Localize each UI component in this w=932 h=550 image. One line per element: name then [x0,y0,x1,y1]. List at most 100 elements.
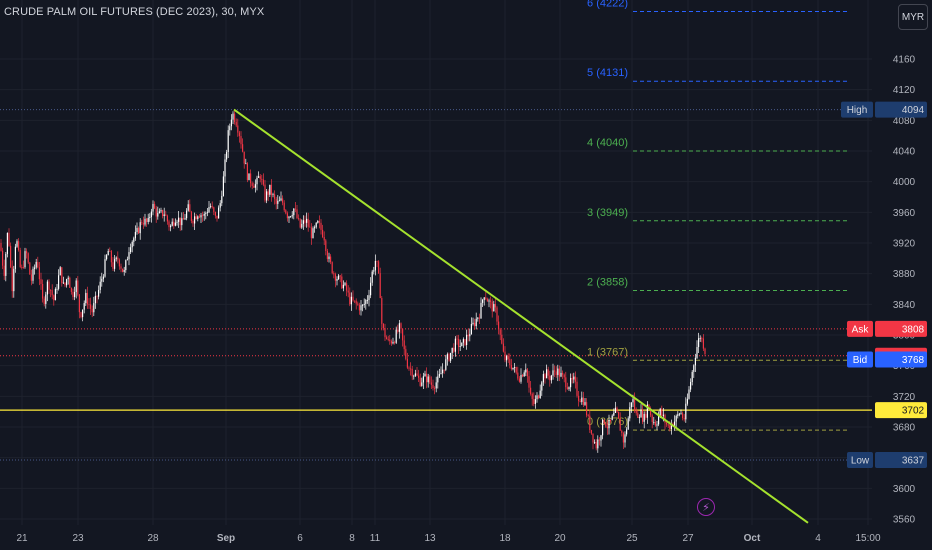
candle-body [254,184,256,188]
candle-body [157,213,159,217]
candle-body [42,283,44,299]
candle-body [678,413,680,415]
candle-body [91,308,93,313]
candle-body [603,419,605,424]
candle-body [128,252,130,260]
candle-body [502,343,504,352]
candle-body [698,338,700,348]
candle-body [528,376,530,388]
price-tick-label: 3840 [893,300,916,311]
price-axis[interactable] [872,0,932,525]
candle-body [429,376,431,383]
candle-body [438,374,440,377]
candle-body [306,218,308,223]
candle-body [178,217,180,222]
candle-body [573,376,575,380]
candle-body [238,132,240,137]
candle-body [574,376,576,382]
candle-body [214,211,216,216]
candle-body [230,119,232,127]
candle-body [611,415,613,420]
candle-body [10,245,12,267]
candle-body [264,184,266,201]
candle-body [155,208,157,217]
candle-body [394,342,396,343]
candle-body [443,369,445,371]
price-label-name-box [847,320,873,337]
candle-body [427,376,429,383]
candle-body [286,213,288,219]
candle-body [136,227,138,232]
candle-body [467,334,469,337]
candle-body [261,178,263,180]
candle-body [304,220,306,223]
time-tick-label: 28 [147,533,159,544]
candle-body [126,259,128,261]
candle-body [248,173,250,181]
candle-body [64,282,66,286]
candle-body [45,294,47,304]
candle-body [229,126,231,131]
price-tick-label: 4160 [893,55,916,66]
price-tick-label: 4120 [893,85,916,96]
candle-body [680,413,682,415]
candle-body [173,221,175,226]
candle-body [98,289,100,297]
candle-body [331,262,333,274]
candle-body [592,433,594,443]
candle-body [390,341,392,344]
candle-body [43,298,45,304]
candle-body [82,309,84,318]
time-tick-label: 23 [72,533,84,544]
candle-body [646,404,648,418]
candle-body [70,287,72,292]
candle-body [59,267,61,276]
candle-body [246,163,248,181]
candle-body [363,303,365,305]
trendline[interactable] [233,108,809,524]
candle-body [342,284,344,289]
candle-body [635,410,637,414]
candle-body [290,216,292,218]
fib-extension[interactable]: 0 (3676)1 (3767)2 (3858)3 (3949)4 (4040)… [587,0,849,431]
lightning-icon[interactable]: ⚡ [697,498,715,516]
candle-body [653,421,655,423]
candle-body [50,289,52,291]
candle-body [478,317,480,319]
candle-body [262,179,264,185]
price-tick-label: 3720 [893,392,916,403]
candle-body [640,409,642,418]
candle-body [347,290,349,293]
candle-body [485,297,487,300]
candle-body [96,295,98,297]
candle-body [51,290,53,296]
candle-body [661,408,663,416]
candle-body [32,268,34,281]
candle-body [382,323,384,329]
symbol-title[interactable]: CRUDE PALM OIL FUTURES (DEC 2023), 30, M… [4,6,265,18]
candle-body [686,398,688,404]
time-tick-label: 8 [349,533,355,544]
candle-body [266,191,268,201]
candle-body [466,334,468,345]
candle-body [459,346,461,347]
currency-button[interactable]: MYR [898,4,928,30]
candle-body [333,273,335,275]
candle-body [152,203,154,212]
candle-body [258,176,260,178]
candle-body [149,216,151,218]
candle-body [549,375,551,381]
candle-body [336,279,338,281]
candle-body [109,250,111,252]
candle-body [117,257,119,260]
candle-body [638,417,640,419]
candle-body [517,372,519,379]
trendline-segment [233,108,809,524]
candle-body [387,339,389,341]
candle-body [594,441,596,443]
candle-body [203,213,205,216]
candle-body [195,216,197,220]
candle-body [586,402,588,416]
time-axis[interactable] [0,525,932,550]
